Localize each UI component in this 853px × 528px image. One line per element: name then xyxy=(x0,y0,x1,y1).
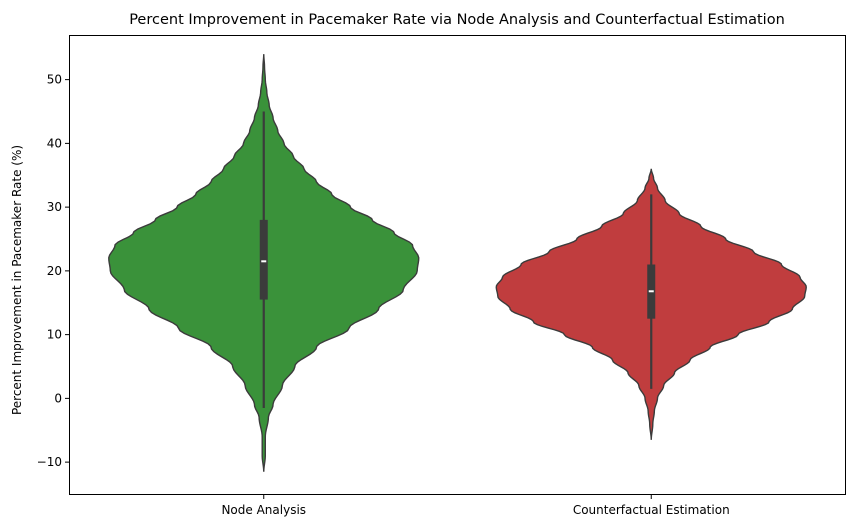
plot-frame xyxy=(69,35,846,495)
violin-counterfactual-estimation xyxy=(495,168,807,440)
chart-title: Percent Improvement in Pacemaker Rate vi… xyxy=(129,12,785,28)
x-tick-label: Node Analysis xyxy=(221,503,306,517)
iqr-box xyxy=(259,219,268,300)
y-tick-label: −10 xyxy=(37,455,62,469)
y-tick-label: 50 xyxy=(47,73,62,87)
y-tick-label: 10 xyxy=(47,328,62,342)
y-axis-label: Percent Improvement in Pacemaker Rate (%… xyxy=(10,145,24,415)
y-tick-label: 40 xyxy=(47,136,62,150)
x-tick-label: Counterfactual Estimation xyxy=(573,503,730,517)
y-tick-label: 20 xyxy=(47,264,62,278)
y-tick-label: 30 xyxy=(47,200,62,214)
violin-node-analysis xyxy=(108,54,420,472)
y-tick-label: 0 xyxy=(54,391,62,405)
axes: −10 0 10 20 30 40 50 Node Analysis Counterfactua… xyxy=(37,73,730,517)
plot-area xyxy=(108,54,807,472)
